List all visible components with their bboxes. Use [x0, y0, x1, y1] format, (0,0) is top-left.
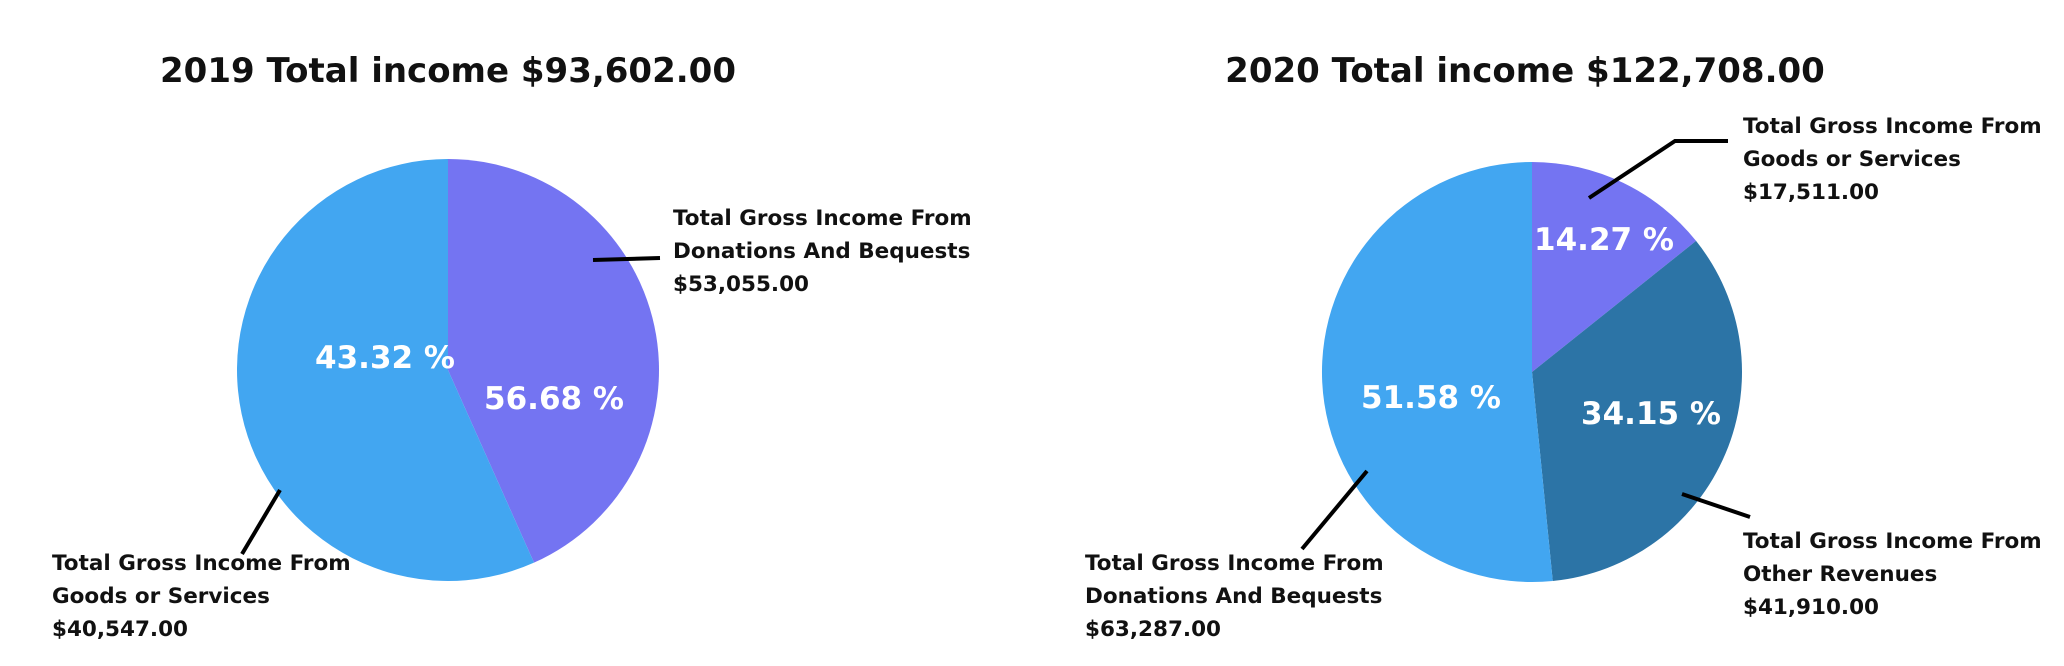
slice-amount: $41,910.00 [1743, 595, 1879, 620]
slice-label-goods-or-services: Total Gross Income From Goods or Services… [1743, 114, 2042, 205]
leader-line-donations-and-bequests [1300, 469, 1369, 551]
slice-label-donations-and-bequests: Total Gross Income From Donations And Beq… [673, 206, 972, 297]
chart-2019-title: 2019 Total income $93,602.00 [160, 51, 736, 91]
slice-label-line: Total Gross Income From [673, 206, 972, 231]
pie-slice-donations-and-bequests [237, 159, 534, 581]
leader-line-other-revenues [1681, 492, 1751, 519]
slice-label-line: Goods or Services [52, 584, 270, 609]
slice-label-line: Total Gross Income From [52, 551, 351, 576]
slice-label-line: Donations And Bequests [673, 239, 970, 264]
slice-label-other-revenues: Total Gross Income From Other Revenues $41… [1743, 529, 2042, 620]
slice-label-line: Total Gross Income From [1743, 529, 2042, 554]
slice-amount: $63,287.00 [1085, 617, 1221, 642]
slice-amount: $17,511.00 [1743, 180, 1879, 205]
slice-label-donations-and-bequests: Total Gross Income From Donations And Beq… [1085, 551, 1384, 642]
pie-slice-donations-and-bequests [1321, 162, 1553, 582]
slice-amount: $40,547.00 [52, 617, 188, 642]
pie-2019: 43.32 % Total Gross Income From Goods or S… [52, 159, 972, 642]
pie-slice-goods-or-services [1532, 162, 1697, 372]
slice-label-line: Goods or Services [1743, 147, 1961, 172]
slice-label-line: Total Gross Income From [1743, 114, 2042, 139]
slice-label-line: Total Gross Income From [1085, 551, 1384, 576]
leader-line-donations-and-bequests [592, 256, 661, 262]
slice-label-line: Other Revenues [1743, 562, 1937, 587]
percent-label-goods-or-services: 43.32 % [315, 340, 455, 376]
leader-line-goods-or-services [1587, 139, 1728, 200]
leader-line-goods-or-services [240, 488, 282, 556]
pie-2020: 14.27 % Total Gross Income From Goods or S… [1085, 114, 2042, 642]
percent-label-goods-or-services: 14.27 % [1534, 222, 1674, 258]
percent-label-donations-and-bequests: 56.68 % [484, 381, 624, 417]
percent-label-other-revenues: 34.15 % [1581, 396, 1721, 432]
slice-label-goods-or-services: Total Gross Income From Goods or Services… [52, 551, 351, 642]
slice-amount: $53,055.00 [673, 272, 809, 297]
slice-label-line: Donations And Bequests [1085, 584, 1382, 609]
chart-2020-title: 2020 Total income $122,708.00 [1225, 51, 1825, 91]
percent-label-donations-and-bequests: 51.58 % [1361, 380, 1501, 416]
